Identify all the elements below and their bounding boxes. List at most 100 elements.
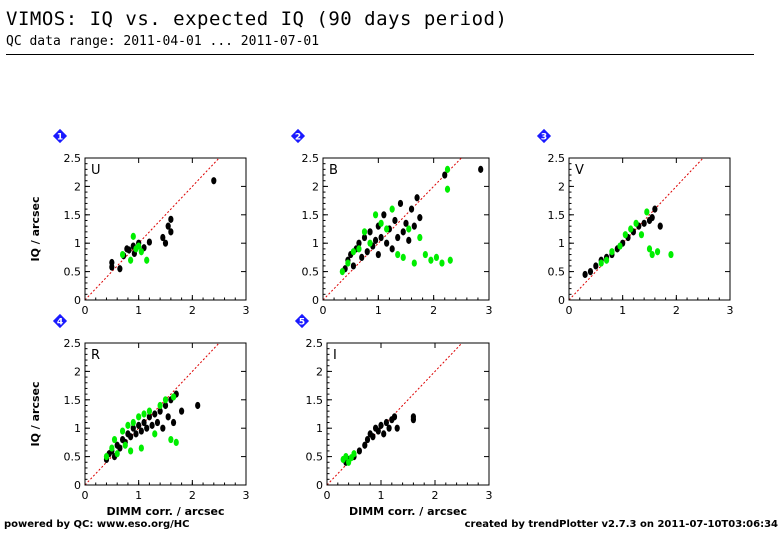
reference-line xyxy=(84,157,220,301)
data-point-black xyxy=(109,258,115,267)
data-point-green xyxy=(114,450,120,458)
data-point-green xyxy=(356,245,362,253)
data-point-black xyxy=(641,219,647,227)
y-tick-label: 0 xyxy=(558,294,565,307)
data-point-green xyxy=(447,256,453,264)
data-point-green xyxy=(119,250,126,259)
y-tick-label: 0 xyxy=(316,479,323,492)
plot-frame xyxy=(326,342,490,486)
data-point-black xyxy=(361,233,368,242)
footer-credit: powered by QC: www.eso.org/HC xyxy=(4,519,190,530)
data-point-black xyxy=(378,421,384,429)
x-tick-label: 0 xyxy=(82,304,89,317)
x-tick-label: 3 xyxy=(727,304,734,317)
y-tick-label: 1.5 xyxy=(302,209,320,222)
data-point-green xyxy=(109,444,115,452)
data-point-green xyxy=(638,231,645,239)
y-tick-label: 2.5 xyxy=(64,337,82,350)
data-point-black xyxy=(406,236,412,244)
data-point-green xyxy=(138,444,144,452)
data-point-black xyxy=(649,214,655,222)
data-point-green xyxy=(152,430,158,438)
panel-filter-label: B xyxy=(329,163,338,178)
data-point-green xyxy=(668,250,674,259)
y-tick-label: 2.5 xyxy=(64,152,82,165)
page-title: VIMOS: IQ vs. expected IQ (90 days perio… xyxy=(6,8,508,30)
data-point-green xyxy=(444,185,451,193)
data-point-green xyxy=(343,453,349,461)
data-point-black xyxy=(149,421,155,429)
panel-filter-label: I xyxy=(333,348,337,363)
data-point-black xyxy=(384,239,390,247)
data-point-green xyxy=(395,250,401,259)
reference-line xyxy=(568,157,704,301)
data-point-black xyxy=(370,433,376,441)
data-point-green xyxy=(157,401,163,410)
data-point-black xyxy=(136,421,142,429)
data-point-black xyxy=(138,427,144,435)
data-point-green xyxy=(644,208,650,216)
data-point-black xyxy=(157,407,163,415)
footer-generator: created by trendPlotter v2.7.3 on 2011-0… xyxy=(464,519,778,530)
data-point-black xyxy=(408,205,415,213)
x-axis-label: DIMM corr. / arcsec xyxy=(349,505,467,518)
plot-frame xyxy=(84,342,247,486)
y-tick-label: 2 xyxy=(558,180,565,193)
y-tick-label: 2.5 xyxy=(302,152,320,165)
data-point-green xyxy=(603,256,610,264)
data-point-green xyxy=(646,245,653,253)
data-point-green xyxy=(378,219,384,227)
x-tick-label: 3 xyxy=(243,489,250,502)
x-tick-label: 0 xyxy=(566,304,573,317)
panel-number-label: 4 xyxy=(57,318,63,328)
data-point-black xyxy=(170,418,177,427)
data-point-green xyxy=(136,242,142,250)
panel-number-marker-icon xyxy=(294,313,310,329)
data-point-green xyxy=(146,407,152,415)
y-tick-label: 0.5 xyxy=(64,266,82,279)
data-point-black xyxy=(162,401,169,410)
y-axis-label: IQ / arcsec xyxy=(29,196,42,261)
data-point-black xyxy=(411,222,417,230)
x-tick-label: 1 xyxy=(619,304,626,317)
panel-number-marker-icon xyxy=(52,313,68,329)
data-point-black xyxy=(386,424,392,432)
y-tick-label: 0.5 xyxy=(302,266,320,279)
x-tick-label: 0 xyxy=(82,489,89,502)
data-point-black xyxy=(652,205,658,213)
title-divider xyxy=(6,54,754,55)
y-tick-label: 0 xyxy=(74,294,81,307)
data-point-green xyxy=(125,421,131,429)
x-tick-label: 0 xyxy=(324,489,331,502)
data-point-black xyxy=(117,265,123,273)
data-point-green xyxy=(136,413,142,421)
plot-frame xyxy=(84,157,247,301)
y-tick-label: 1 xyxy=(558,237,565,250)
y-tick-label: 0.5 xyxy=(548,266,566,279)
data-point-black xyxy=(160,424,166,432)
data-point-green xyxy=(384,225,390,233)
data-point-black xyxy=(356,239,362,247)
data-point-green xyxy=(628,225,634,233)
chart-panel-5: 5 0 1 2 3 0 0.5 1 1.5 2 2.5 I DIMM corr. / arcsec xyxy=(294,313,493,518)
data-point-green xyxy=(141,410,147,418)
data-point-black xyxy=(168,228,174,236)
data-point-black xyxy=(179,407,185,415)
data-point-green xyxy=(119,427,126,435)
data-point-green xyxy=(389,205,395,213)
data-point-black xyxy=(403,219,409,227)
data-point-black xyxy=(128,433,134,441)
x-tick-label: 2 xyxy=(189,489,196,502)
data-point-green xyxy=(400,253,406,261)
data-point-green xyxy=(173,438,179,446)
x-tick-label: 2 xyxy=(430,304,437,317)
data-point-black xyxy=(442,171,448,179)
data-point-black xyxy=(375,427,381,435)
data-point-green xyxy=(144,256,150,264)
data-point-green xyxy=(633,219,639,227)
plot-frame xyxy=(322,157,490,301)
data-point-black xyxy=(582,270,588,279)
data-point-black xyxy=(367,228,373,236)
y-tick-label: 2 xyxy=(74,180,81,193)
y-tick-label: 0.5 xyxy=(64,451,82,464)
